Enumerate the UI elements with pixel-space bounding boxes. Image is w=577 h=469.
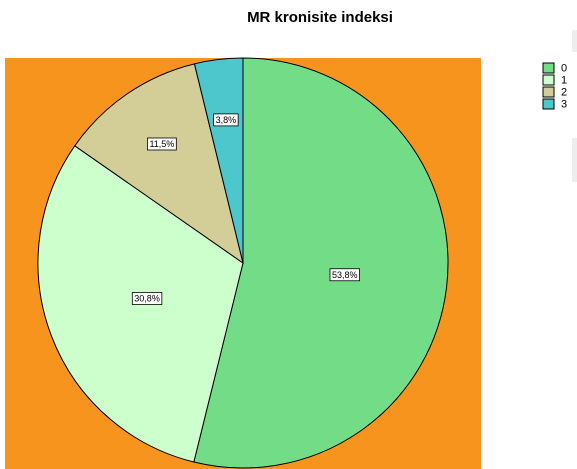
legend-label: 1: [561, 74, 567, 86]
legend-label: 2: [561, 86, 567, 98]
data-label: 3,8%: [216, 115, 237, 125]
pie-slice: [74, 63, 244, 265]
frame-edge: [572, 30, 577, 52]
data-label-box: [147, 137, 177, 151]
data-label-box: [329, 268, 360, 282]
legend-swatch: [542, 74, 555, 86]
data-label-box: [131, 292, 163, 305]
data-label: 53,8%: [332, 270, 358, 280]
pie-slice: [193, 57, 449, 469]
data-label-box: [213, 113, 239, 127]
chart-title: MR kronisite indeksi: [247, 9, 393, 26]
frame-edge: [572, 138, 577, 182]
pie-slice: [193, 57, 244, 264]
legend-swatch: [542, 62, 555, 74]
legend-label: 3: [561, 98, 567, 110]
legend-label: 0: [561, 62, 567, 74]
legend-swatch: [542, 98, 555, 110]
legend-swatch: [542, 86, 555, 98]
data-label: 11,5%: [149, 139, 174, 149]
data-label: 30,8%: [134, 293, 160, 303]
